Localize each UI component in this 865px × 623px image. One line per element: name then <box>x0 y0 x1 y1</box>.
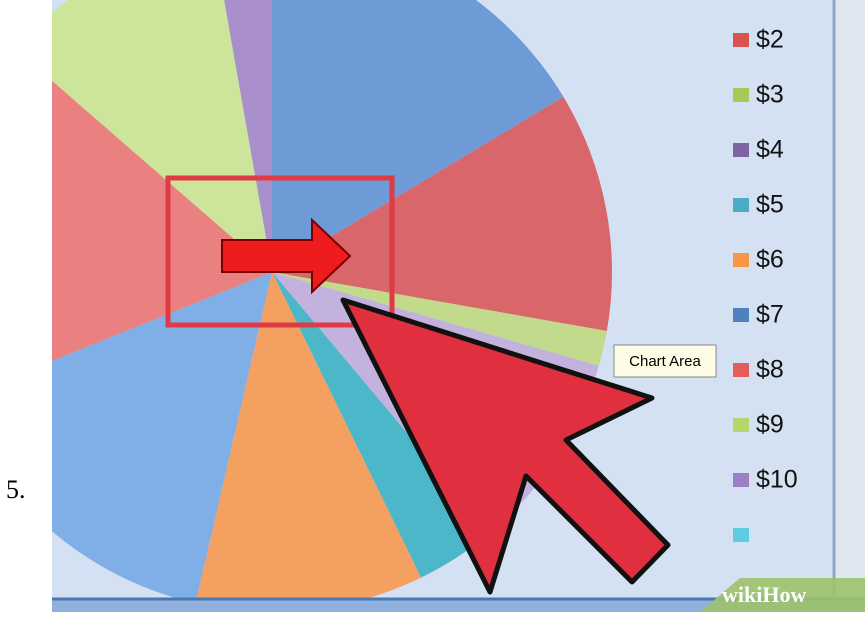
legend-label: $10 <box>756 466 798 494</box>
legend-swatch <box>733 363 749 377</box>
legend-label: $3 <box>756 81 784 109</box>
legend-label: $9 <box>756 411 784 439</box>
page: 5. $2 $3 $4 $5 $6 $7 $8 $9 $10 Chart Area wikiHo… <box>0 0 865 623</box>
legend-label: $5 <box>756 191 784 219</box>
watermark: wikiHow <box>722 582 806 607</box>
legend-swatch <box>733 308 749 322</box>
legend-swatch <box>733 253 749 267</box>
legend-swatch <box>733 473 749 487</box>
screenshot: 5. $2 $3 $4 $5 $6 $7 $8 $9 $10 Chart Area wikiHo… <box>0 0 865 623</box>
legend-label: $6 <box>756 246 784 274</box>
legend-label: $4 <box>756 136 784 164</box>
legend-swatch <box>733 88 749 102</box>
side-panel <box>832 0 865 612</box>
tooltip-text: Chart Area <box>629 353 701 370</box>
legend-swatch <box>733 33 749 47</box>
legend-swatch <box>733 143 749 157</box>
legend-label: $8 <box>756 356 784 384</box>
legend-label: $7 <box>756 301 784 329</box>
legend-swatch <box>733 198 749 212</box>
legend-swatch <box>733 418 749 432</box>
legend-label: $2 <box>756 26 784 54</box>
step-number: 5. <box>6 475 26 504</box>
legend-swatch <box>733 528 749 542</box>
